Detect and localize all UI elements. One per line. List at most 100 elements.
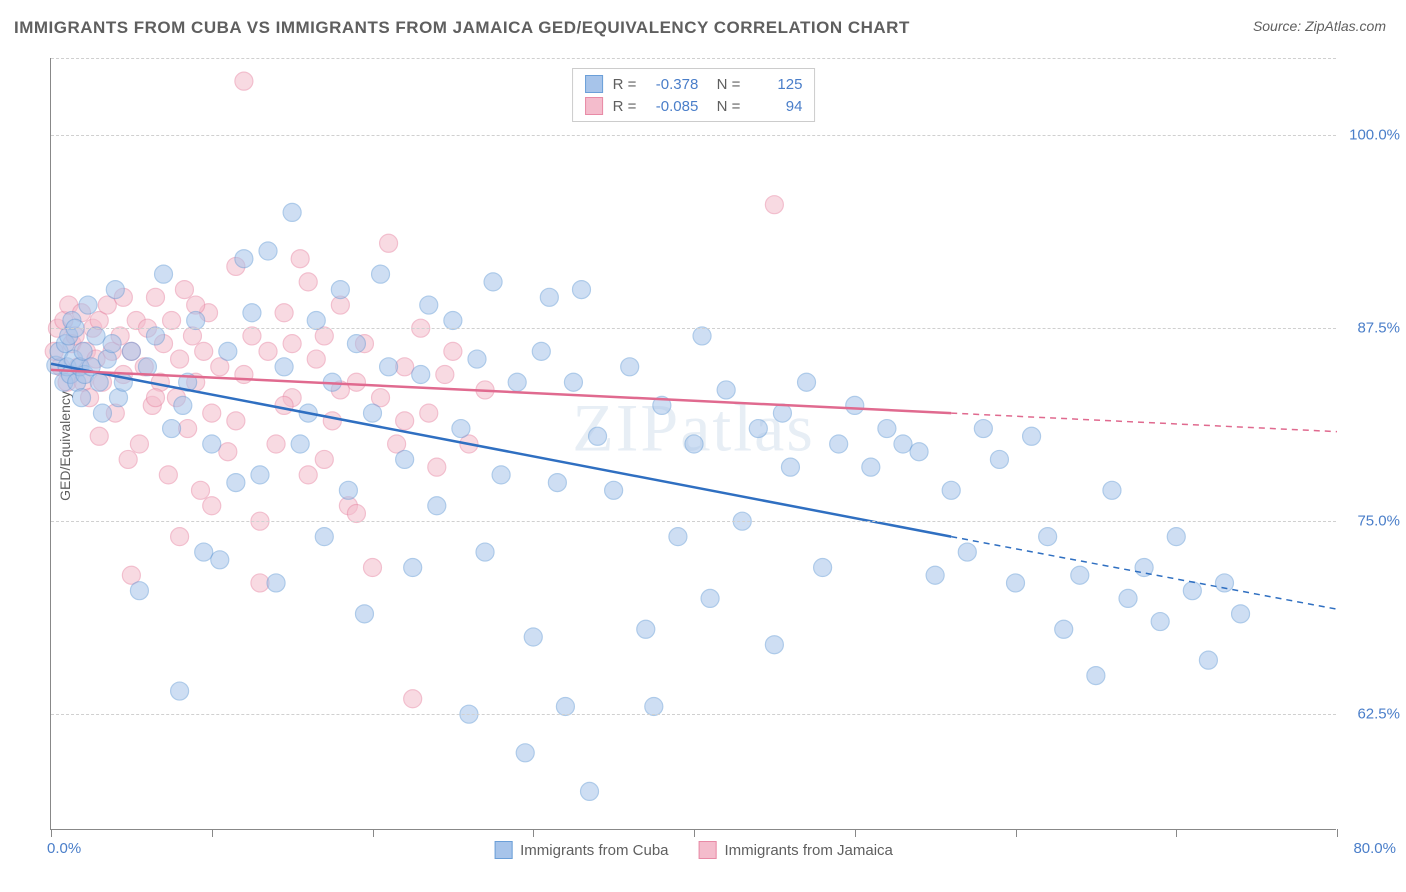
scatter-point (404, 559, 422, 577)
scatter-point (717, 381, 735, 399)
scatter-point (468, 350, 486, 368)
scatter-point (380, 234, 398, 252)
x-tick (212, 829, 213, 837)
scatter-point (235, 250, 253, 268)
scatter-point (203, 404, 221, 422)
gridline (51, 58, 1336, 59)
scatter-point (267, 435, 285, 453)
scatter-point (1087, 667, 1105, 685)
scatter-point (621, 358, 639, 376)
scatter-point (195, 342, 213, 360)
scatter-point (275, 396, 293, 414)
scatter-point (1055, 620, 1073, 638)
scatter-point (958, 543, 976, 561)
scatter-point (163, 311, 181, 329)
x-tick (1337, 829, 1338, 837)
scatter-point (315, 450, 333, 468)
scatter-point (291, 250, 309, 268)
scatter-point (183, 327, 201, 345)
scatter-point (749, 420, 767, 438)
scatter-point (1071, 566, 1089, 584)
scatter-point (171, 350, 189, 368)
scatter-point (299, 273, 317, 291)
scatter-point (331, 281, 349, 299)
scatter-point (798, 373, 816, 391)
legend-item: Immigrants from Jamaica (699, 841, 893, 859)
scatter-point (1199, 651, 1217, 669)
stat-r-label: R = (613, 76, 637, 93)
scatter-point (79, 296, 97, 314)
y-tick-label: 100.0% (1349, 127, 1400, 144)
scatter-point (444, 342, 462, 360)
scatter-point (894, 435, 912, 453)
scatter-point (307, 311, 325, 329)
scatter-point (146, 327, 164, 345)
scatter-point (267, 574, 285, 592)
stat-r-label: R = (613, 98, 637, 115)
legend-swatch (585, 97, 603, 115)
scatter-point (163, 420, 181, 438)
scatter-point (174, 396, 192, 414)
stat-n-value: 94 (750, 98, 802, 115)
stat-n-label: N = (708, 76, 740, 93)
scatter-point (347, 373, 365, 391)
scatter-point (380, 358, 398, 376)
scatter-point (846, 396, 864, 414)
scatter-point (90, 427, 108, 445)
scatter-point (103, 335, 121, 353)
scatter-point (685, 435, 703, 453)
scatter-point (428, 458, 446, 476)
scatter-point (372, 265, 390, 283)
scatter-point (637, 620, 655, 638)
legend-swatch (494, 841, 512, 859)
scatter-point (484, 273, 502, 291)
scatter-point (191, 481, 209, 499)
x-tick (855, 829, 856, 837)
x-tick (694, 829, 695, 837)
scatter-point (669, 528, 687, 546)
source-label: Source: ZipAtlas.com (1253, 18, 1386, 34)
x-tick (51, 829, 52, 837)
scatter-point (299, 466, 317, 484)
legend-label: Immigrants from Jamaica (725, 842, 893, 859)
scatter-point (1039, 528, 1057, 546)
scatter-point (315, 528, 333, 546)
scatter-point (830, 435, 848, 453)
scatter-point (73, 389, 91, 407)
scatter-point (942, 481, 960, 499)
x-tick (373, 829, 374, 837)
scatter-point (90, 373, 108, 391)
scatter-point (814, 559, 832, 577)
scatter-point (323, 412, 341, 430)
scatter-point (990, 450, 1008, 468)
correlation-legend: R = -0.378 N = 125 R = -0.085 N = 94 (572, 68, 816, 122)
x-tick (533, 829, 534, 837)
series-legend: Immigrants from CubaImmigrants from Jama… (494, 841, 893, 859)
scatter-point (159, 466, 177, 484)
scatter-point (364, 404, 382, 422)
scatter-point (155, 265, 173, 283)
scatter-point (1119, 589, 1137, 607)
scatter-point (605, 481, 623, 499)
scatter-point (476, 543, 494, 561)
scatter-point (275, 358, 293, 376)
scatter-point (243, 327, 261, 345)
scatter-point (1103, 481, 1121, 499)
scatter-point (974, 420, 992, 438)
plot-area: ZIPatlas R = -0.378 N = 125 R = -0.085 N… (50, 58, 1336, 830)
scatter-point (307, 350, 325, 368)
scatter-point (1151, 613, 1169, 631)
scatter-point (1232, 605, 1250, 623)
scatter-point (420, 404, 438, 422)
scatter-point (1183, 582, 1201, 600)
x-axis-max-label: 80.0% (1353, 840, 1396, 857)
scatter-point (175, 281, 193, 299)
scatter-point (452, 420, 470, 438)
scatter-point (93, 404, 111, 422)
scatter-point (508, 373, 526, 391)
scatter-point (765, 636, 783, 654)
scatter-point (492, 466, 510, 484)
scatter-point (910, 443, 928, 461)
scatter-point (420, 296, 438, 314)
scatter-point (283, 335, 301, 353)
